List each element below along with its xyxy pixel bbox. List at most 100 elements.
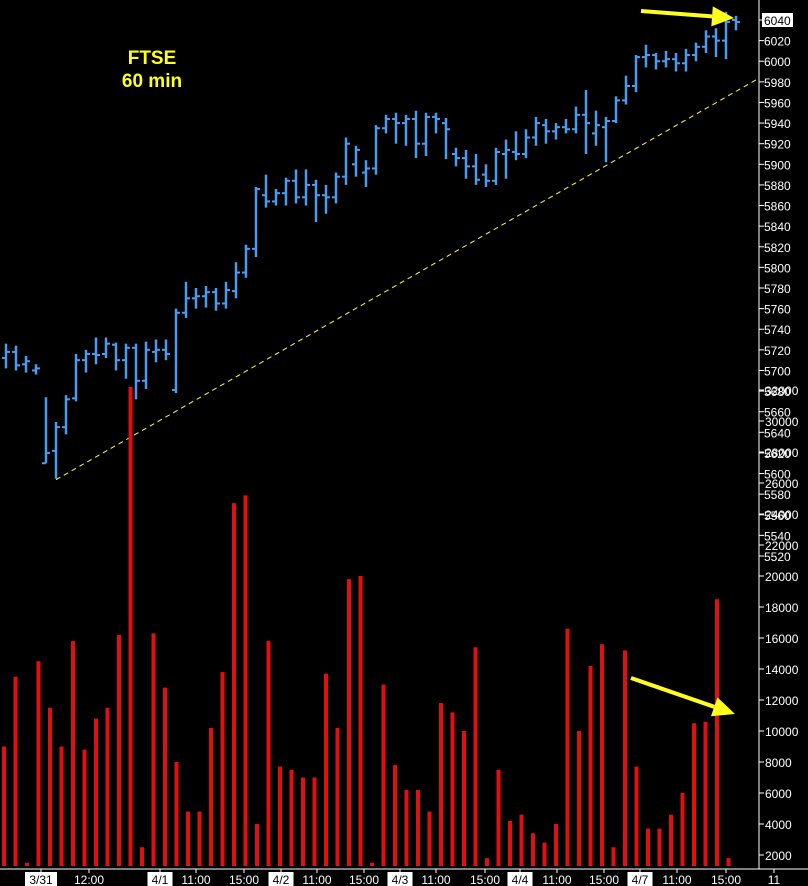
price-bar: [232, 262, 240, 299]
volume-bar: [462, 731, 466, 866]
volume-bar: [324, 673, 328, 866]
volume-bar: [381, 684, 386, 866]
price-bar: [142, 341, 150, 390]
volume-bar: [289, 769, 294, 866]
volume-bar: [36, 661, 41, 866]
volume-tick-label: 26000: [765, 477, 799, 491]
volume-bar: [634, 766, 639, 866]
price-arrow-shaft: [640, 9, 713, 19]
volume-bar: [427, 811, 432, 866]
volume-bar: [416, 789, 420, 866]
x-tick-label: 4/3: [392, 873, 409, 886]
volume-bar: [209, 727, 213, 866]
volume-tick-label: 2000: [765, 849, 792, 863]
price-bar: [452, 147, 460, 167]
volume-bar: [335, 727, 340, 866]
price-bar: [572, 106, 580, 134]
price-tick-label: 5520: [764, 550, 791, 564]
x-tick-label: 4/4: [512, 873, 529, 886]
x-tick-label: 11:00: [421, 873, 450, 886]
volume-bar: [715, 599, 719, 866]
price-bar: [12, 345, 20, 371]
volume-bar: [163, 687, 167, 866]
volume-bar: [243, 495, 248, 866]
volume-bar: [531, 833, 535, 866]
price-bar: [402, 114, 410, 146]
price-bar: [62, 395, 70, 435]
price-bar: [102, 337, 110, 359]
volume-bar: [439, 703, 443, 866]
price-bar: [542, 118, 550, 144]
price-bar: [162, 339, 170, 361]
volume-bar: [473, 647, 478, 866]
price-bar: [242, 244, 250, 278]
price-tick-label: 5940: [764, 117, 791, 131]
volume-bar: [255, 824, 259, 866]
volume-arrow-head: [710, 697, 735, 717]
price-bar: [412, 110, 420, 159]
price-tick-label: 5880: [764, 179, 791, 193]
price-bar: [432, 112, 440, 134]
annotations: [630, 6, 735, 717]
date-label-box: [387, 872, 413, 886]
price-arrow-head: [711, 6, 734, 27]
volume-tick-label: 6000: [765, 787, 792, 801]
price-bar: [222, 281, 230, 309]
price-bar: [382, 114, 390, 134]
volume-bar: [312, 777, 317, 866]
price-tick-label: 5740: [764, 323, 791, 337]
price-bar: [282, 177, 290, 206]
price-bar: [342, 137, 350, 185]
volume-panel: [2, 386, 731, 866]
price-tick-label: 5760: [764, 303, 791, 317]
date-label-box: [25, 872, 57, 886]
price-bar: [582, 90, 590, 154]
volume-bar: [71, 641, 75, 866]
volume-bar: [174, 762, 179, 866]
price-bar: [612, 96, 620, 124]
volume-bar: [703, 721, 708, 866]
price-bar: [202, 285, 210, 308]
price-tick-label: 5820: [764, 241, 791, 255]
volume-bar: [404, 789, 409, 866]
x-tick-label: 4/1: [152, 873, 169, 886]
price-bar: [512, 131, 520, 161]
price-bar: [172, 308, 180, 394]
price-bar: [42, 397, 50, 465]
volume-bar: [25, 862, 29, 866]
price-bar: [122, 343, 130, 379]
price-bar: [272, 189, 280, 206]
x-tick-label: 3/31: [29, 873, 53, 886]
volume-bar: [393, 765, 397, 866]
price-bar: [312, 179, 320, 223]
x-tick-label: 11:00: [662, 873, 691, 886]
price-tick-label: 6020: [764, 35, 791, 49]
volume-bar: [726, 858, 731, 866]
volume-bar: [232, 503, 236, 866]
volume-bar: [266, 641, 271, 866]
price-bar: [712, 28, 720, 58]
price-tick-label: 5600: [764, 468, 791, 482]
price-tick-label: 5860: [764, 200, 791, 214]
volume-tick-label: 22000: [765, 539, 799, 553]
price-bar: [672, 52, 680, 72]
x-tick-label: 4/2: [273, 873, 290, 886]
price-bar: [362, 160, 370, 187]
volume-bar: [657, 828, 662, 866]
price-bar: [2, 343, 10, 369]
volume-bar: [623, 650, 627, 866]
price-bar: [352, 145, 360, 177]
volume-bar: [669, 814, 673, 866]
volume-bar: [151, 633, 156, 866]
price-bar: [562, 118, 570, 134]
price-bar: [82, 349, 90, 373]
volume-tick-label: 14000: [765, 663, 799, 677]
last-price-box: [762, 13, 793, 27]
price-bar: [212, 288, 220, 311]
price-tick-label: 5640: [764, 426, 791, 440]
volume-bar: [519, 814, 524, 866]
price-bar: [692, 42, 700, 62]
price-panel: [2, 11, 759, 481]
volume-bar: [186, 811, 190, 866]
price-tick-label: 5840: [764, 220, 791, 234]
